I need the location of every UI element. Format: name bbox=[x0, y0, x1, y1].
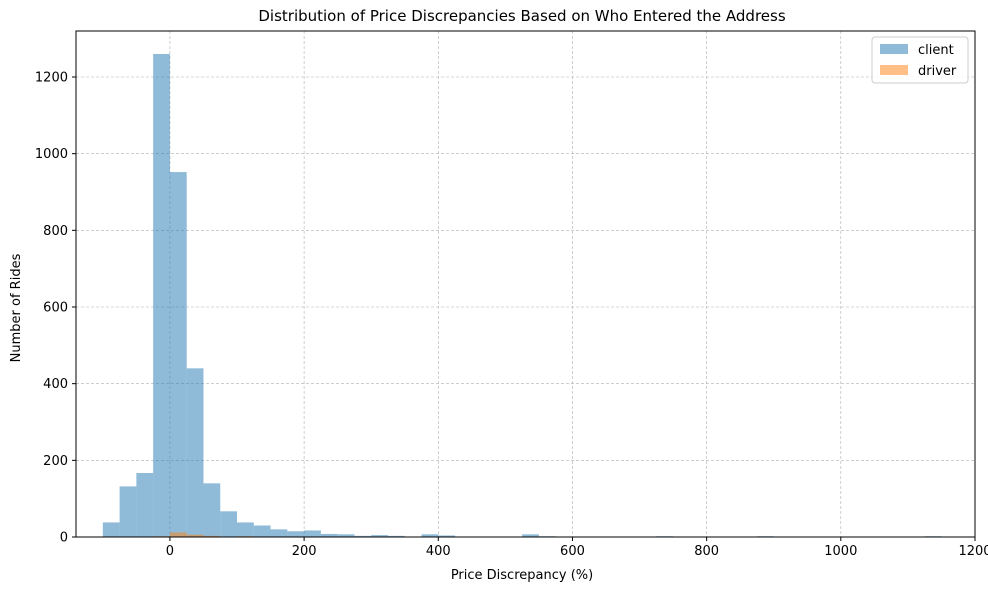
bar-client bbox=[186, 368, 204, 537]
x-tick-label: 800 bbox=[694, 544, 719, 559]
bar-client bbox=[102, 522, 120, 537]
axes: 0 200 400 600 800 1000 1200 0 200 400 600 800 1000 12… bbox=[35, 30, 988, 559]
y-tick-label: 800 bbox=[43, 224, 68, 239]
y-tick-label: 1200 bbox=[35, 71, 68, 86]
bar-client bbox=[119, 486, 137, 537]
y-tick-label: 1000 bbox=[35, 147, 68, 162]
y-tick-label: 400 bbox=[43, 377, 68, 392]
plot-frame bbox=[75, 30, 976, 538]
y-axis-label: Number of Rides bbox=[9, 253, 24, 362]
x-tick-label: 400 bbox=[426, 544, 451, 559]
bar-driver bbox=[169, 532, 187, 537]
bar-client bbox=[522, 534, 539, 537]
legend-label-driver: driver bbox=[918, 64, 957, 79]
bar-driver bbox=[186, 534, 204, 537]
x-tick-label: 0 bbox=[166, 544, 174, 559]
x-tick-label: 1200 bbox=[958, 544, 988, 559]
bar-client bbox=[387, 535, 405, 537]
bar-client bbox=[253, 525, 271, 537]
bar-client bbox=[354, 535, 372, 537]
bar-client bbox=[136, 472, 154, 537]
bar-client bbox=[304, 530, 321, 537]
bar-client bbox=[153, 54, 170, 537]
bar-client bbox=[203, 483, 221, 537]
legend-swatch-driver bbox=[880, 65, 908, 75]
y-tick-label: 0 bbox=[60, 531, 68, 546]
legend: client driver bbox=[871, 36, 969, 84]
bar-driver bbox=[203, 535, 221, 537]
x-axis-label: Price Discrepancy (%) bbox=[451, 568, 593, 583]
x-tick-label: 600 bbox=[560, 544, 585, 559]
bar-client bbox=[371, 535, 388, 537]
bar-client bbox=[220, 511, 238, 537]
bar-client bbox=[237, 522, 254, 537]
chart-title: Distribution of Price Discrepancies Base… bbox=[258, 7, 785, 25]
bar-client bbox=[320, 533, 338, 537]
y-tick-label: 600 bbox=[43, 301, 68, 316]
legend-label-client: client bbox=[918, 43, 954, 58]
bar-client bbox=[287, 531, 305, 537]
bar-client bbox=[270, 529, 288, 537]
grid bbox=[76, 31, 976, 538]
bars bbox=[102, 54, 942, 538]
x-tick-label: 1000 bbox=[824, 544, 857, 559]
legend-swatch-client bbox=[880, 44, 908, 54]
x-tick-label: 200 bbox=[292, 544, 317, 559]
y-tick-label: 200 bbox=[43, 454, 68, 469]
bar-client bbox=[421, 534, 439, 537]
bar-client bbox=[169, 172, 187, 538]
bar-client bbox=[438, 535, 456, 537]
bar-client bbox=[337, 534, 355, 537]
